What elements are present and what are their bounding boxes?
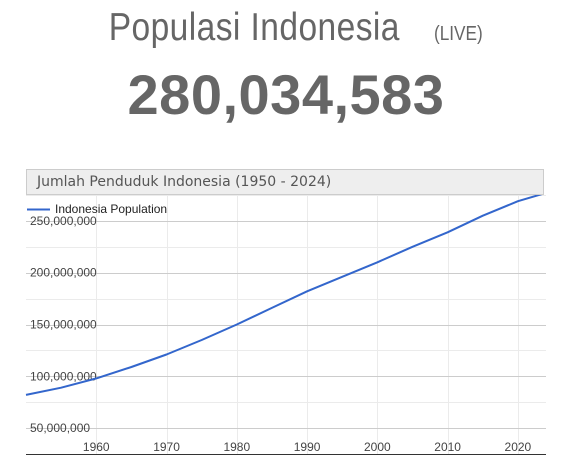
y-axis-labels: 50,000,000 100,000,000 150,000,000 200,000,… — [30, 214, 97, 435]
population-counter: 280,034,583 — [127, 63, 445, 126]
x-tick-label: 2000 — [364, 440, 391, 454]
legend-label: Indonesia Population — [55, 202, 167, 216]
x-axis-labels: 1960 1970 1980 1990 2000 2010 2020 — [83, 440, 532, 454]
chart-title: Jumlah Penduduk Indonesia (1950 - 2024) — [37, 174, 332, 190]
x-tick-label: 1960 — [83, 440, 110, 454]
x-tick-label: 2020 — [505, 440, 532, 454]
series-line — [25, 195, 543, 396]
x-tick-label: 1970 — [153, 440, 180, 454]
chart-legend: Indonesia Population — [27, 202, 167, 216]
page-title: Populasi Indonesia — [108, 6, 401, 49]
x-tick-label: 1980 — [223, 440, 250, 454]
population-line-chart: 50,000,000 100,000,000 150,000,000 200,000,… — [25, 195, 546, 455]
live-label: (LIVE) — [434, 23, 483, 45]
chart-series — [25, 195, 543, 396]
y-tick-label: 50,000,000 — [30, 421, 90, 435]
y-tick-label: 200,000,000 — [30, 266, 97, 280]
y-tick-label: 100,000,000 — [30, 369, 97, 383]
x-tick-label: 1990 — [294, 440, 321, 454]
x-tick-label: 2010 — [434, 440, 461, 454]
y-tick-label: 250,000,000 — [30, 214, 97, 228]
chart-gridlines — [26, 195, 546, 455]
page-headline: Populasi Indonesia (LIVE) — [0, 6, 564, 50]
y-tick-label: 150,000,000 — [30, 318, 97, 332]
chart-title-bar: Jumlah Penduduk Indonesia (1950 - 2024) — [26, 169, 544, 195]
